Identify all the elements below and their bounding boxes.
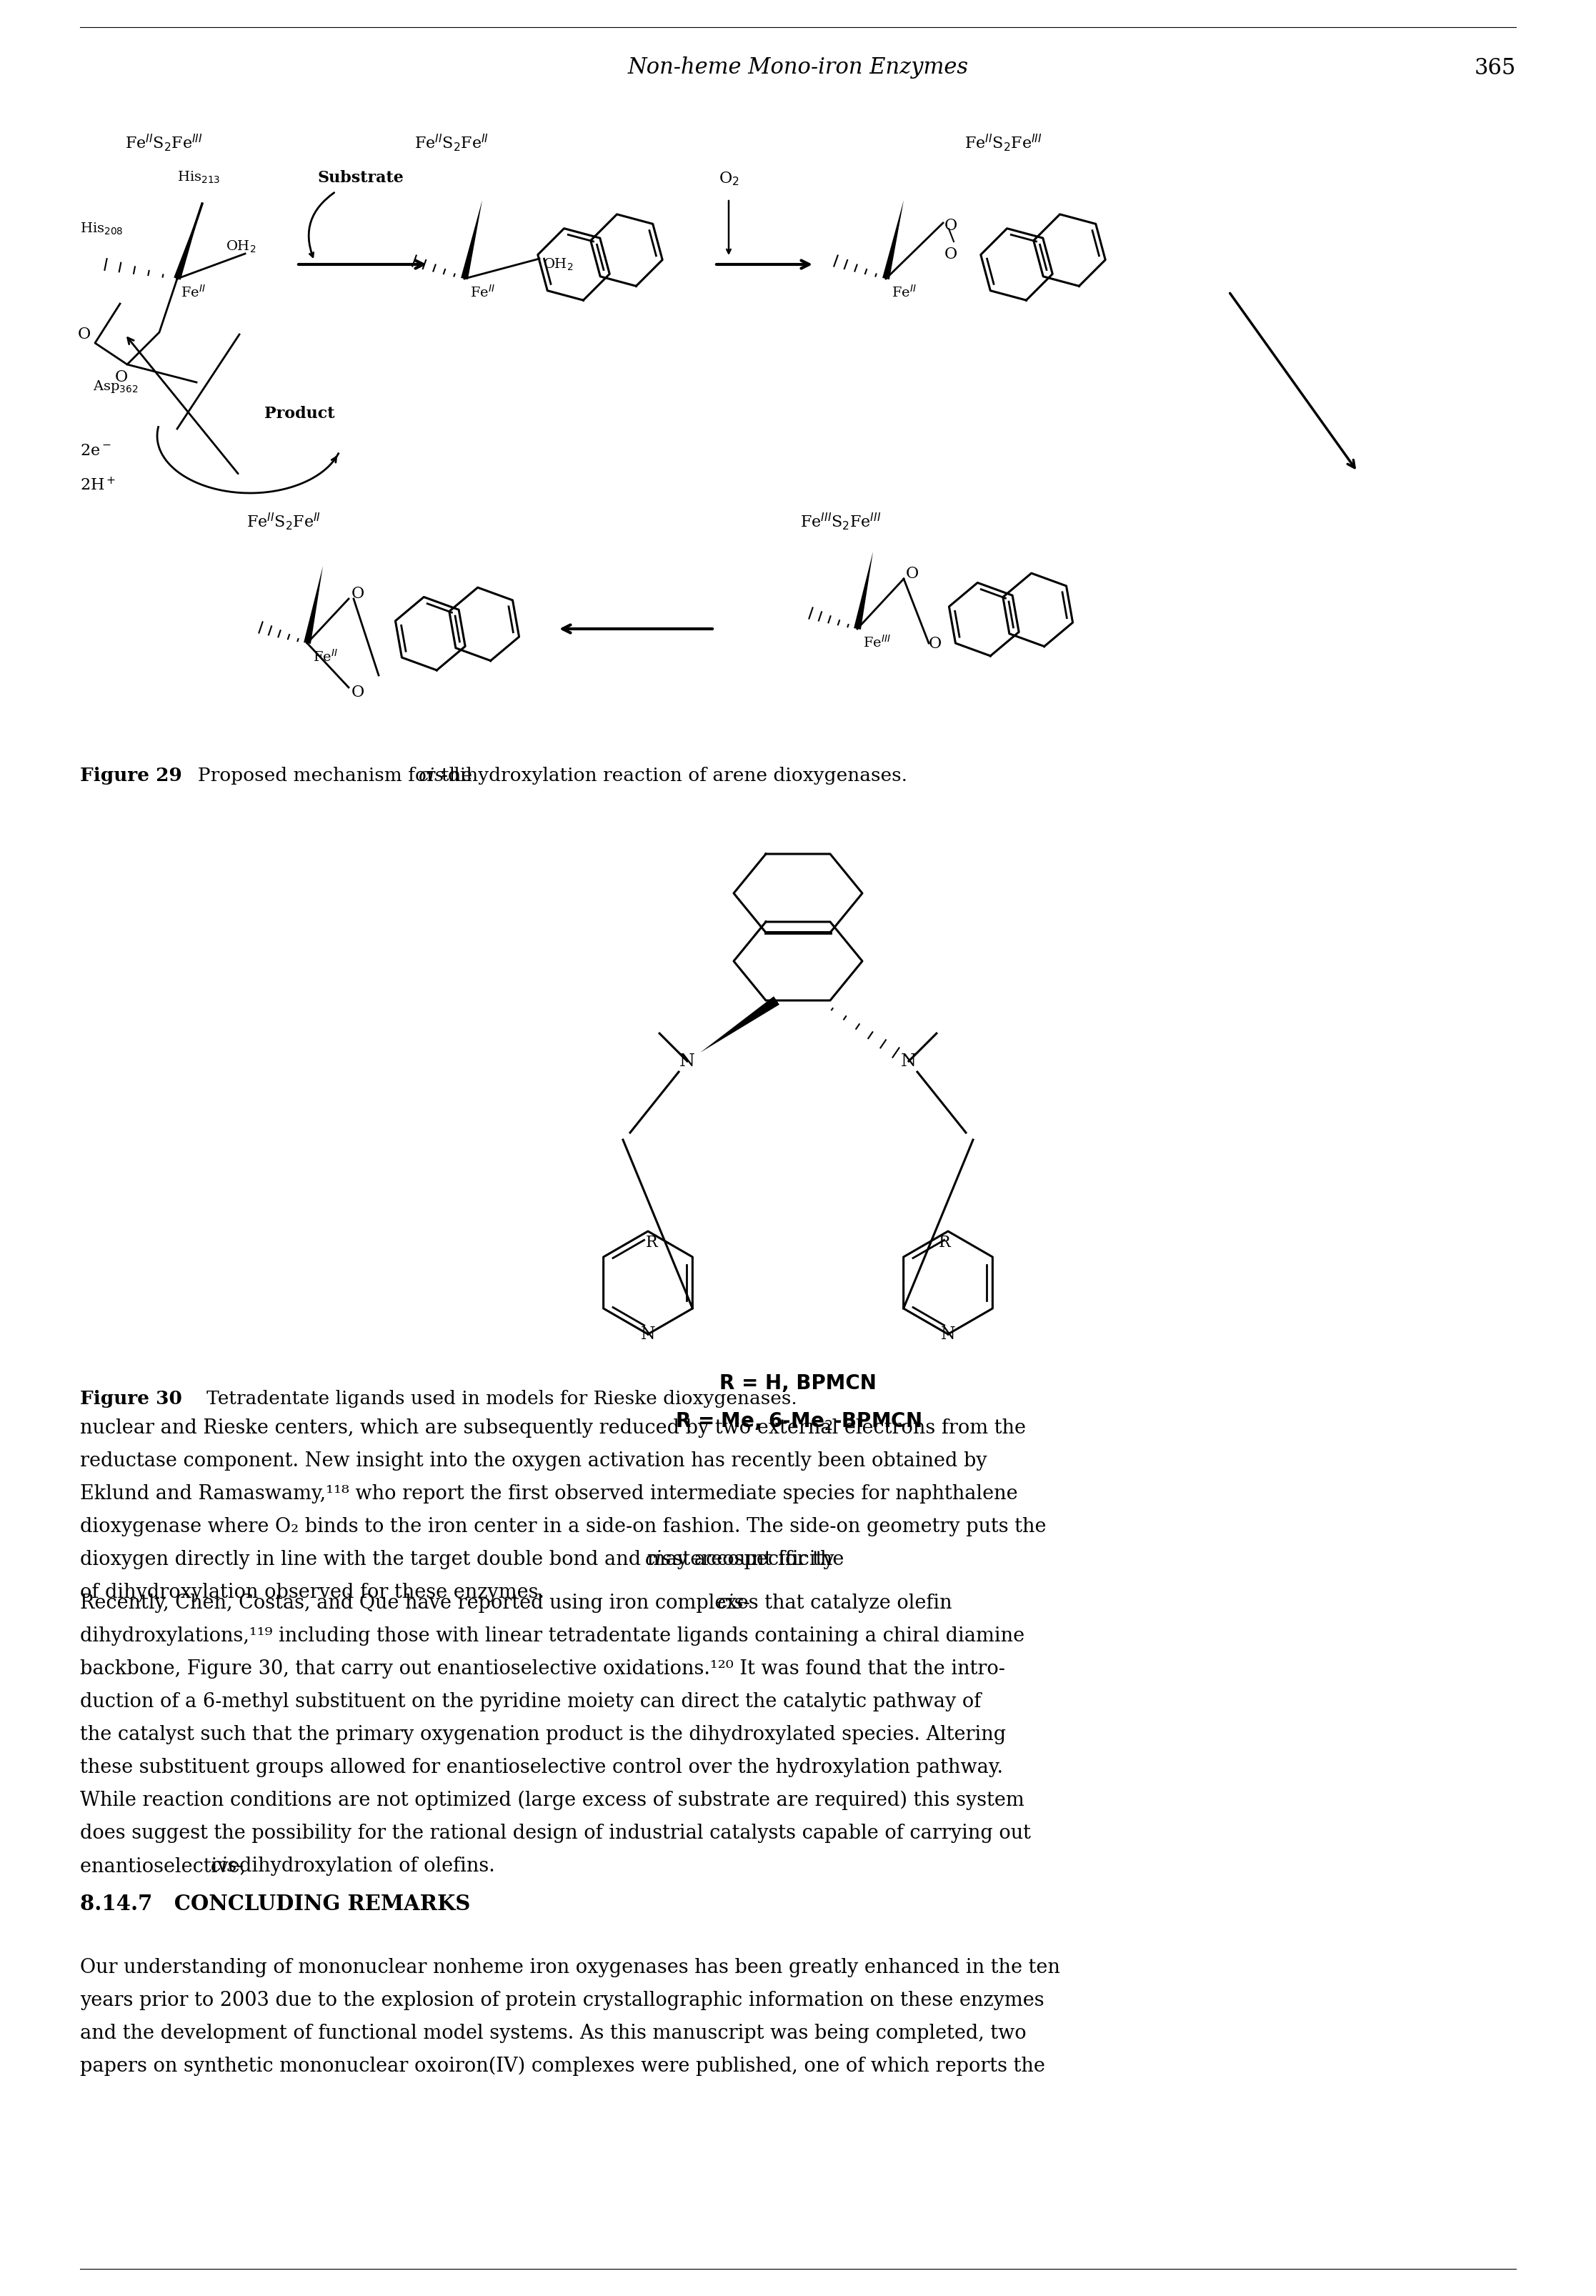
Text: stereospecificity: stereospecificity <box>667 1550 835 1568</box>
Text: does suggest the possibility for the rational design of industrial catalysts cap: does suggest the possibility for the rat… <box>80 1823 1031 1844</box>
Text: Proposed mechanism for the: Proposed mechanism for the <box>185 767 479 785</box>
Text: Tetradentate ligands used in models for Rieske dioxygenases.: Tetradentate ligands used in models for … <box>188 1389 796 1407</box>
Text: 2H$^+$: 2H$^+$ <box>80 478 117 494</box>
Text: His$_{208}$: His$_{208}$ <box>80 220 123 236</box>
Text: Asp$_{362}$: Asp$_{362}$ <box>93 379 139 395</box>
Text: O: O <box>907 565 919 581</box>
Text: cis: cis <box>645 1550 672 1568</box>
Polygon shape <box>461 200 482 280</box>
Text: of dihydroxylation observed for these enzymes.: of dihydroxylation observed for these en… <box>80 1582 544 1603</box>
Polygon shape <box>701 996 779 1052</box>
Text: O: O <box>945 218 958 234</box>
Text: N: N <box>640 1325 656 1343</box>
Text: O$_2$: O$_2$ <box>718 170 739 186</box>
Text: Fe$^{II}$S$_2$Fe$^{III}$: Fe$^{II}$S$_2$Fe$^{III}$ <box>964 133 1042 154</box>
Text: nuclear and Rieske centers, which are subsequently reduced by two external elect: nuclear and Rieske centers, which are su… <box>80 1419 1026 1437</box>
Text: reductase component. New insight into the oxygen activation has recently been ob: reductase component. New insight into th… <box>80 1451 986 1472</box>
Text: O: O <box>115 370 128 386</box>
Text: R = H, BPMCN: R = H, BPMCN <box>720 1373 876 1394</box>
Text: O: O <box>945 246 958 262</box>
Text: enantioselective,: enantioselective, <box>80 1857 252 1876</box>
Text: His$_{213}$: His$_{213}$ <box>177 170 220 186</box>
Text: OH$_2$: OH$_2$ <box>225 239 255 255</box>
Text: cis-: cis- <box>211 1857 244 1876</box>
Text: O: O <box>351 684 364 700</box>
Polygon shape <box>303 565 322 643</box>
Text: dioxygenase where O₂ binds to the iron center in a side-on fashion. The side-on : dioxygenase where O₂ binds to the iron c… <box>80 1518 1047 1536</box>
Polygon shape <box>174 204 203 280</box>
Text: Non-heme Mono-iron Enzymes: Non-heme Mono-iron Enzymes <box>627 57 969 78</box>
Text: O: O <box>929 636 942 652</box>
Text: papers on synthetic mononuclear oxoiron(IV) complexes were published, one of whi: papers on synthetic mononuclear oxoiron(… <box>80 2057 1045 2076</box>
Text: backbone, Figure 30, that carry out enantioselective oxidations.¹²⁰ It was found: backbone, Figure 30, that carry out enan… <box>80 1660 1005 1678</box>
Text: these substituent groups allowed for enantioselective control over the hydroxyla: these substituent groups allowed for ena… <box>80 1759 1002 1777</box>
Text: Fe$^{II}$S$_2$Fe$^{II}$: Fe$^{II}$S$_2$Fe$^{II}$ <box>415 133 488 154</box>
Text: Fe$^{II}$S$_2$Fe$^{III}$: Fe$^{II}$S$_2$Fe$^{III}$ <box>124 133 203 154</box>
Text: Substrate: Substrate <box>318 170 404 186</box>
Text: 2e$^-$: 2e$^-$ <box>80 443 112 459</box>
Text: R: R <box>938 1235 951 1251</box>
Text: cis-: cis- <box>718 1593 752 1612</box>
Text: N: N <box>940 1325 956 1343</box>
Text: Fe$^{II}$S$_2$Fe$^{II}$: Fe$^{II}$S$_2$Fe$^{II}$ <box>246 512 321 530</box>
Text: Our understanding of mononuclear nonheme iron oxygenases has been greatly enhanc: Our understanding of mononuclear nonheme… <box>80 1958 1060 1977</box>
Text: the catalyst such that the primary oxygenation product is the dihydroxylated spe: the catalyst such that the primary oxyge… <box>80 1724 1005 1745</box>
Text: While reaction conditions are not optimized (large excess of substrate are requi: While reaction conditions are not optimi… <box>80 1791 1025 1809</box>
Text: duction of a 6-methyl substituent on the pyridine moiety can direct the catalyti: duction of a 6-methyl substituent on the… <box>80 1692 982 1711</box>
Text: years prior to 2003 due to the explosion of protein crystallographic information: years prior to 2003 due to the explosion… <box>80 1991 1044 2011</box>
Text: dihydroxylations,¹¹⁹ including those with linear tetradentate ligands containing: dihydroxylations,¹¹⁹ including those wit… <box>80 1626 1025 1646</box>
Text: Recently, Chen, Costas, and Que have reported using iron complexes that catalyze: Recently, Chen, Costas, and Que have rep… <box>80 1593 958 1612</box>
Text: N: N <box>900 1054 916 1070</box>
Polygon shape <box>883 200 903 280</box>
Text: R: R <box>645 1235 658 1251</box>
Text: Fe$^{II}$: Fe$^{II}$ <box>180 285 206 301</box>
Text: 365: 365 <box>1475 57 1516 78</box>
Polygon shape <box>854 551 873 629</box>
Text: dihydroxylation of olefins.: dihydroxylation of olefins. <box>239 1857 495 1876</box>
Text: R = Me, 6-Me$_2$-BPMCN: R = Me, 6-Me$_2$-BPMCN <box>675 1410 921 1433</box>
Text: Figure 30: Figure 30 <box>80 1389 182 1407</box>
Text: O: O <box>78 326 91 342</box>
Text: 8.14.7   CONCLUDING REMARKS: 8.14.7 CONCLUDING REMARKS <box>80 1894 471 1915</box>
Text: Fe$^{III}$S$_2$Fe$^{III}$: Fe$^{III}$S$_2$Fe$^{III}$ <box>800 512 881 530</box>
Text: Fe$^{II}$: Fe$^{II}$ <box>471 285 495 301</box>
Text: Fe$^{II}$: Fe$^{II}$ <box>892 285 916 301</box>
Text: and the development of functional model systems. As this manuscript was being co: and the development of functional model … <box>80 2023 1026 2043</box>
Text: cis: cis <box>418 767 445 785</box>
Text: Product: Product <box>265 406 335 422</box>
Text: dioxygen directly in line with the target double bond and may account for the: dioxygen directly in line with the targe… <box>80 1550 851 1568</box>
Text: OH$_2$: OH$_2$ <box>543 257 573 273</box>
Text: Eklund and Ramaswamy,¹¹⁸ who report the first observed intermediate species for : Eklund and Ramaswamy,¹¹⁸ who report the … <box>80 1483 1018 1504</box>
Text: N: N <box>680 1054 696 1070</box>
Text: -dihydroxylation reaction of arene dioxygenases.: -dihydroxylation reaction of arene dioxy… <box>442 767 907 785</box>
Text: Figure 29: Figure 29 <box>80 767 182 785</box>
Text: Fe$^{III}$: Fe$^{III}$ <box>863 634 891 650</box>
Text: Fe$^{II}$: Fe$^{II}$ <box>313 650 338 664</box>
Text: O: O <box>351 585 364 602</box>
